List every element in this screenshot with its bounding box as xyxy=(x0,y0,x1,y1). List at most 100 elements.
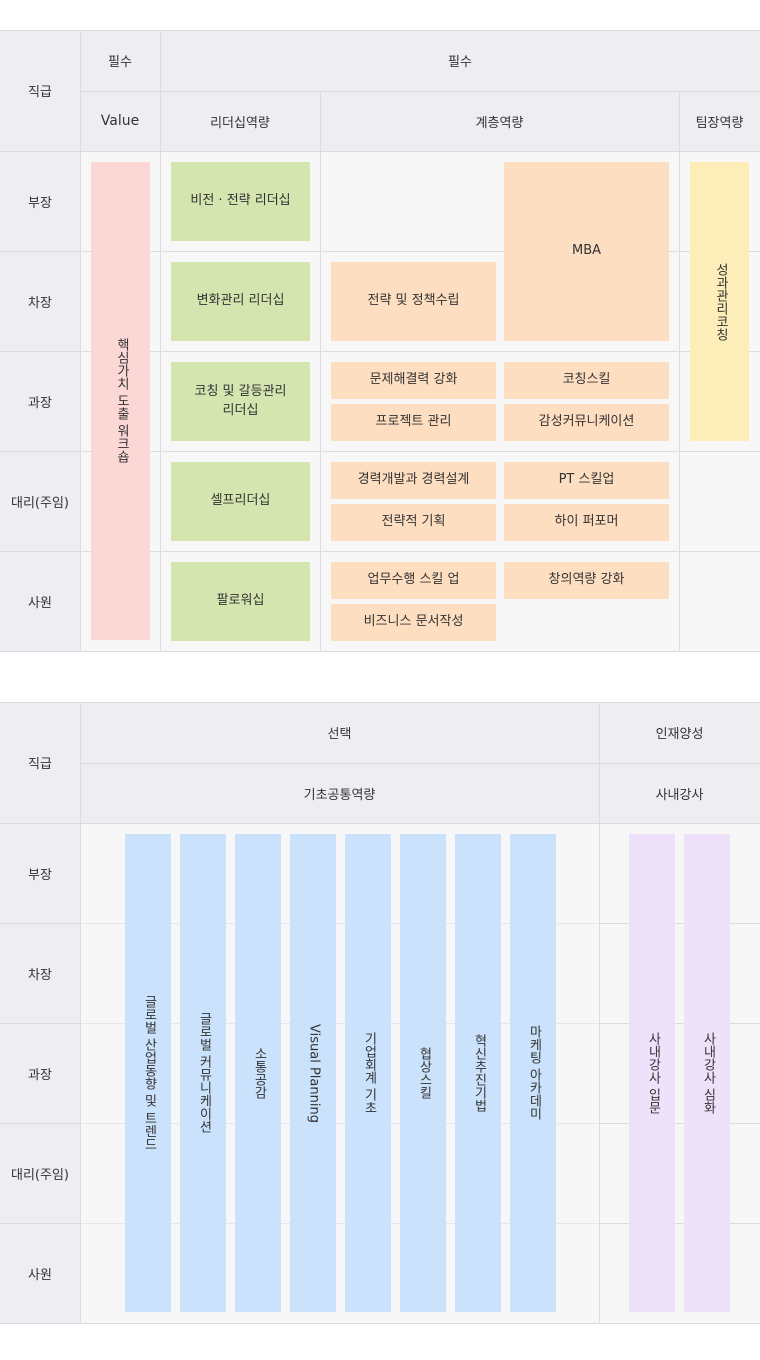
team-leader-header: 팀장역량 xyxy=(679,91,760,151)
course-leadership: 팔로워십 xyxy=(171,562,310,641)
course-basic: 기업회계 기초 xyxy=(345,834,391,1312)
course-leadership: 비전 · 전략 리더십 xyxy=(171,162,310,241)
course-leadership: 코칭 및 갈등관리 리더십 xyxy=(171,362,310,441)
course-label: 팔로워십 xyxy=(216,593,265,609)
course-label: 셀프리더십 xyxy=(210,493,271,509)
rank-label: 차장 xyxy=(28,967,52,983)
divider xyxy=(0,923,80,924)
course-label: 협상스킬 xyxy=(416,1047,432,1099)
divider xyxy=(599,702,600,1324)
hierarchy-header: 계층역량 xyxy=(320,91,679,151)
course-basic: 소통공감 xyxy=(235,834,281,1312)
course-label: 소통공감 xyxy=(251,1047,267,1099)
divider xyxy=(599,923,760,924)
divider xyxy=(80,1223,599,1224)
course-label: 글로벌 산업동향 및 트렌드 xyxy=(141,995,157,1151)
rank-label: 사원 xyxy=(28,1268,52,1283)
course-performance-coaching: 성과관리코칭 xyxy=(690,162,749,441)
course-label: 혁신추진기법 xyxy=(471,1034,487,1112)
course-coaching-skill: 코칭스킬 xyxy=(504,362,669,399)
course-emotional-communication: 감성커뮤니케이션 xyxy=(504,404,669,441)
divider xyxy=(80,1023,599,1024)
optional-header: 선택 xyxy=(80,702,599,763)
course-basic: 마케팅 아카데미 xyxy=(510,834,556,1312)
course-label: 경력개발과 경력설계 xyxy=(357,472,470,488)
course-label: 기업회계 기초 xyxy=(361,1031,377,1115)
instructor-label: 사내강사 xyxy=(655,787,704,803)
rank-label: 대리(주임) xyxy=(11,495,69,511)
rank-header-label: 직급 xyxy=(28,757,52,772)
course-basic: 글로벌 커뮤니케이션 xyxy=(180,834,226,1312)
rank-header: 직급 xyxy=(0,702,80,823)
talent-label: 인재양성 xyxy=(655,727,704,742)
divider xyxy=(80,763,760,764)
course-instructor: 사내강사 입문 xyxy=(629,834,675,1312)
leadership-header: 리더십역량 xyxy=(160,91,320,151)
value-label: Value xyxy=(100,113,140,129)
basic-competency-header: 기초공통역량 xyxy=(80,763,599,823)
rank-label: 과장 xyxy=(28,1067,52,1083)
talent-header: 인재양성 xyxy=(599,702,760,763)
course-mba: MBA xyxy=(504,162,669,341)
course-label: MBA xyxy=(571,243,602,259)
course-creativity: 창의역량 강화 xyxy=(504,562,669,599)
course-high-performer: 하이 퍼포머 xyxy=(504,504,669,541)
rank-cell: 대리(주임) xyxy=(0,451,80,551)
rank-label: 차장 xyxy=(28,295,52,311)
divider xyxy=(599,1123,760,1124)
divider xyxy=(599,1023,760,1024)
optional-curriculum-table: 직급 선택 인재양성 기초공통역량 사내강사 부장 차장 과장 대리(주임) 사… xyxy=(0,702,760,1324)
rank-label: 대리(주임) xyxy=(11,1167,69,1183)
divider xyxy=(0,551,760,552)
course-strategy: 전략 및 정책수립 xyxy=(331,262,496,341)
course-label: 비전 · 전략 리더십 xyxy=(190,193,291,209)
divider xyxy=(0,1223,80,1224)
rank-cell: 차장 xyxy=(0,251,80,351)
team-leader-label: 팀장역량 xyxy=(695,115,744,131)
divider xyxy=(0,451,760,452)
divider xyxy=(0,351,760,352)
divider xyxy=(0,251,760,252)
divider xyxy=(679,91,680,652)
leadership-label: 리더십역량 xyxy=(210,115,270,131)
course-label: PT 스킬업 xyxy=(558,472,615,488)
course-label: 전략 및 정책수립 xyxy=(367,293,460,309)
course-label: 사내강사 심화 xyxy=(700,1031,716,1115)
divider xyxy=(80,91,760,92)
course-basic: 글로벌 산업동향 및 트렌드 xyxy=(125,834,171,1312)
rank-cell: 사원 xyxy=(0,1223,80,1324)
course-label: 하이 퍼포머 xyxy=(554,514,619,530)
course-label: 마케팅 아카데미 xyxy=(526,1025,542,1121)
rank-cell: 과장 xyxy=(0,351,80,451)
value-header: Value xyxy=(80,91,160,151)
course-label: 사내강사 입문 xyxy=(645,1031,661,1115)
divider xyxy=(0,651,760,652)
course-business-writing: 비즈니스 문서작성 xyxy=(331,604,496,641)
course-label: 업무수행 스킬 업 xyxy=(367,572,460,588)
course-career-development: 경력개발과 경력설계 xyxy=(331,462,496,499)
divider xyxy=(80,923,599,924)
course-label: 코칭스킬 xyxy=(562,372,611,388)
course-label: Visual Planning xyxy=(306,1023,322,1123)
rank-cell: 대리(주임) xyxy=(0,1123,80,1223)
rank-label: 부장 xyxy=(28,195,52,211)
divider xyxy=(80,1123,599,1124)
optional-label: 선택 xyxy=(327,727,352,742)
divider xyxy=(0,823,760,824)
rank-label: 부장 xyxy=(28,867,52,883)
rank-label: 과장 xyxy=(28,395,52,411)
rank-header-label: 직급 xyxy=(28,85,52,100)
course-label: 글로벌 커뮤니케이션 xyxy=(196,1012,212,1134)
course-label: 핵심가치 도출 워크숍 xyxy=(113,338,129,464)
divider xyxy=(160,30,161,652)
rank-header: 직급 xyxy=(0,30,80,151)
divider xyxy=(0,1323,760,1324)
course-pt-skill: PT 스킬업 xyxy=(504,462,669,499)
hierarchy-label: 계층역량 xyxy=(475,115,524,131)
required-label-a: 필수 xyxy=(108,55,132,70)
divider xyxy=(0,30,760,31)
course-label: 프로젝트 관리 xyxy=(375,414,452,430)
rank-cell: 과장 xyxy=(0,1023,80,1123)
divider xyxy=(0,1123,80,1124)
divider xyxy=(80,30,81,652)
